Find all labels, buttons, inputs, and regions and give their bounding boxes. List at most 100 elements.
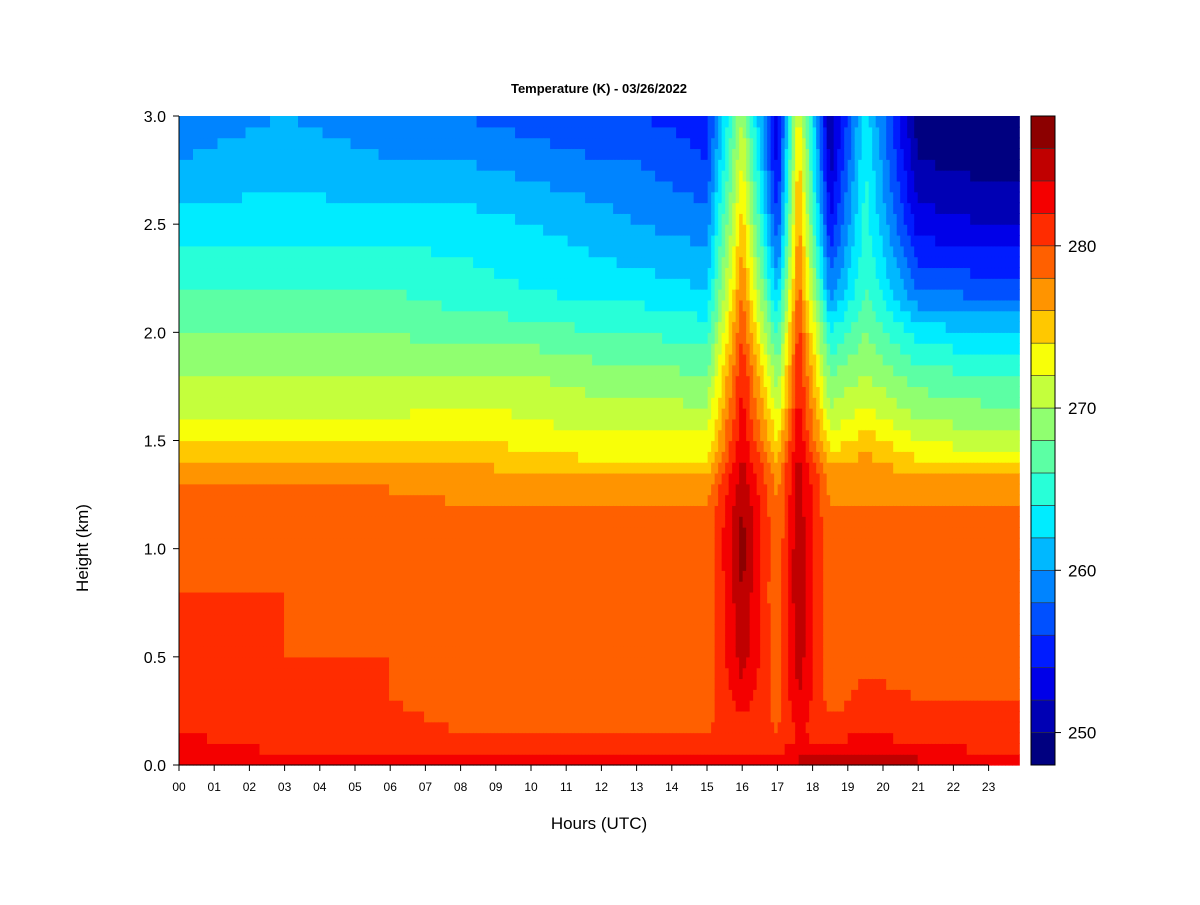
heatmap-cell [305, 224, 310, 236]
heatmap-cell [315, 364, 320, 377]
heatmap-cell [280, 635, 285, 647]
heatmap-cell [361, 245, 366, 258]
heatmap-cell [343, 137, 348, 150]
heatmap-cell [228, 332, 233, 344]
heatmap-cell [203, 591, 208, 604]
heatmap-cell [347, 559, 352, 571]
heatmap-cell [284, 602, 289, 615]
heatmap-cell [452, 321, 457, 333]
heatmap-cell [319, 732, 324, 744]
heatmap-cell [301, 343, 306, 355]
heatmap-cell [340, 234, 345, 247]
heatmap-cell [217, 137, 222, 150]
heatmap-cell [452, 245, 457, 258]
heatmap-cell [406, 548, 411, 561]
heatmap-cell [354, 213, 359, 225]
heatmap-cell [210, 570, 215, 582]
heatmap-cell [333, 213, 338, 225]
heatmap-cell [235, 602, 240, 615]
heatmap-cell [333, 159, 338, 171]
heatmap-cell [378, 505, 383, 517]
heatmap-cell [308, 116, 313, 128]
heatmap-cell [403, 754, 408, 766]
heatmap-cell [210, 494, 215, 506]
heatmap-cell [389, 256, 394, 269]
heatmap-cell [284, 472, 289, 485]
heatmap-cell [378, 754, 383, 766]
heatmap-cell [189, 602, 194, 615]
heatmap-cell [455, 613, 460, 625]
heatmap-cell [308, 343, 313, 355]
heatmap-cell [364, 710, 369, 723]
heatmap-cell [431, 116, 436, 128]
heatmap-cell [193, 732, 198, 744]
heatmap-cell [417, 516, 422, 528]
heatmap-cell [182, 289, 187, 301]
heatmap-cell [438, 613, 443, 625]
heatmap-cell [326, 321, 331, 333]
heatmap-cell [280, 375, 285, 388]
heatmap-cell [270, 126, 275, 139]
heatmap-cell [249, 137, 254, 150]
heatmap-cell [298, 137, 303, 150]
heatmap-cell [189, 494, 194, 506]
heatmap-cell [410, 137, 415, 150]
heatmap-cell [263, 483, 268, 496]
heatmap-cell [298, 635, 303, 647]
heatmap-cell [252, 397, 257, 409]
heatmap-cell [217, 581, 222, 593]
heatmap-cell [228, 137, 233, 150]
heatmap-cell [361, 537, 366, 550]
heatmap-cell [452, 537, 457, 550]
heatmap-cell [189, 613, 194, 625]
heatmap-cell [455, 191, 460, 204]
heatmap-cell [301, 180, 306, 193]
heatmap-cell [277, 602, 282, 615]
heatmap-cell [196, 667, 201, 680]
heatmap-cell [406, 364, 411, 377]
heatmap-cell [312, 353, 317, 366]
heatmap-cell [326, 754, 331, 766]
heatmap-cell [364, 635, 369, 647]
heatmap-cell [396, 602, 401, 615]
heatmap-cell [193, 278, 198, 290]
heatmap-cell [459, 180, 464, 193]
heatmap-cell [410, 624, 415, 636]
heatmap-cell [179, 278, 184, 290]
heatmap-cell [228, 397, 233, 409]
heatmap-cell [315, 613, 320, 625]
heatmap-cell [466, 364, 471, 377]
heatmap-cell [466, 451, 471, 463]
heatmap-cell [270, 202, 275, 214]
heatmap-cell [259, 646, 264, 658]
heatmap-cell [354, 483, 359, 496]
heatmap-cell [305, 310, 310, 323]
heatmap-cell [392, 483, 397, 496]
heatmap-cell [350, 364, 355, 377]
heatmap-cell [417, 462, 422, 474]
heatmap-cell [214, 256, 219, 269]
heatmap-cell [259, 678, 264, 690]
heatmap-cell [284, 224, 289, 236]
heatmap-cell [452, 732, 457, 744]
heatmap-cell [305, 700, 310, 712]
heatmap-cell [259, 559, 264, 571]
heatmap-cell [319, 332, 324, 344]
heatmap-cell [406, 375, 411, 388]
heatmap-cell [410, 581, 415, 593]
heatmap-cell [287, 591, 292, 604]
heatmap-cell [287, 635, 292, 647]
heatmap-cell [431, 191, 436, 204]
heatmap-cell [315, 343, 320, 355]
heatmap-cell [224, 429, 229, 442]
heatmap-cell [448, 289, 453, 301]
heatmap-cell [350, 299, 355, 312]
heatmap-cell [270, 234, 275, 247]
heatmap-cell [291, 429, 296, 442]
heatmap-cell [382, 245, 387, 258]
heatmap-cell [410, 537, 415, 550]
heatmap-cell [420, 591, 425, 604]
heatmap-cell [189, 375, 194, 388]
heatmap-cell [452, 364, 457, 377]
heatmap-cell [238, 472, 243, 485]
